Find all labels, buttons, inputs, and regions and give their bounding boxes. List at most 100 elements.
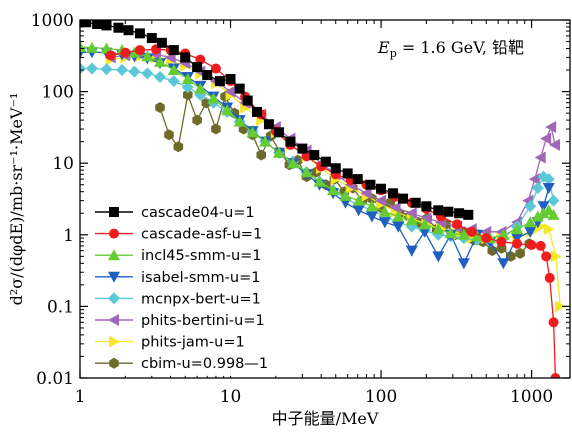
data-point (537, 201, 550, 213)
data-point (202, 70, 213, 81)
data-point (156, 37, 167, 48)
x-tick-label: 1000 (510, 387, 553, 407)
legend: cascade04-u=1 cascade-asf-u=1 incl45-smm-u… (90, 198, 280, 376)
data-point (365, 211, 378, 223)
annotation-subscript: p (390, 47, 397, 60)
data-point (300, 166, 313, 178)
annotation-rest: = 1.6 GeV, 铅靶 (397, 38, 524, 57)
x-axis-title: 中子能量/MeV (272, 409, 379, 428)
data-point (214, 76, 225, 87)
data-point (330, 163, 341, 174)
data-point (173, 141, 184, 153)
data-point (548, 317, 559, 328)
data-point (418, 218, 431, 230)
legend-label: phits-jam-u=1 (141, 335, 245, 351)
data-point (167, 64, 180, 76)
data-point (192, 114, 202, 126)
legend-item: cascade04-u=1 (95, 205, 255, 221)
data-point (194, 82, 207, 94)
annotation-text: Ep = 1.6 GeV, 铅靶 (377, 38, 524, 60)
x-tick-label: 10 (220, 387, 242, 407)
data-point (120, 47, 131, 58)
legend-marker (109, 357, 119, 369)
data-point (540, 132, 552, 145)
data-point (550, 373, 561, 378)
legend-marker (109, 228, 119, 239)
data-point (105, 50, 116, 61)
data-point (81, 20, 92, 28)
data-point (360, 187, 372, 200)
legend-label: isabel-smm-u=1 (141, 270, 260, 286)
data-point (418, 226, 431, 238)
data-point (421, 201, 432, 212)
data-point (547, 208, 560, 220)
data-point (80, 62, 86, 75)
data-point (320, 156, 331, 167)
data-point (511, 238, 522, 249)
legend-marker (108, 314, 119, 326)
data-point (80, 40, 86, 52)
legend-background (90, 198, 280, 376)
data-point (444, 227, 457, 239)
data-point (168, 45, 179, 56)
data-point (183, 89, 193, 101)
data-point (432, 223, 445, 235)
data-point (466, 226, 477, 237)
data-point (128, 46, 141, 58)
data-point (392, 221, 405, 233)
data-point (309, 150, 320, 161)
data-point (210, 63, 221, 74)
data-point (535, 240, 546, 251)
data-point (531, 210, 544, 222)
data-point (339, 189, 352, 201)
data-point (263, 119, 274, 130)
data-point (543, 223, 555, 236)
legend-item: mcnpx-bert-u=1 (95, 291, 261, 307)
legend-label: cascade04-u=1 (141, 205, 255, 221)
data-point (134, 28, 145, 39)
data-point (141, 50, 154, 62)
data-point (515, 247, 525, 259)
legend-label: phits-bertini-u=1 (141, 313, 265, 329)
y-tick-label: 100 (42, 83, 74, 103)
data-point (192, 62, 203, 73)
legend-item: isabel-smm-u=1 (95, 270, 260, 286)
data-point (259, 135, 272, 147)
data-point (432, 251, 445, 263)
data-point (234, 83, 245, 94)
legend-item: cbim-u=0.998—1 (95, 356, 268, 372)
data-point (123, 25, 134, 36)
y-tick-label: 10 (52, 154, 74, 174)
annotation: Ep = 1.6 GeV, 铅靶 (377, 38, 524, 60)
data-point (224, 85, 236, 98)
data-point (313, 175, 326, 187)
data-point (524, 200, 537, 213)
data-point (405, 214, 418, 226)
data-point (531, 182, 544, 195)
data-point (327, 184, 340, 196)
data-point (134, 45, 145, 56)
data-point (92, 20, 103, 29)
data-point (405, 207, 417, 220)
data-point (378, 217, 391, 229)
data-point (274, 127, 285, 138)
data-point (301, 151, 312, 162)
data-point (225, 73, 236, 84)
y-tick-label: 0.01 (36, 369, 74, 389)
y-axis-title: d²σ/(dφdE)/mb·sr⁻¹·MeV⁻¹ (7, 93, 26, 306)
data-point (180, 52, 191, 63)
data-point (181, 72, 194, 84)
data-point (420, 212, 432, 225)
data-point (128, 65, 141, 78)
data-point (555, 300, 567, 313)
data-point (550, 250, 562, 263)
data-point (85, 62, 98, 75)
legend-item: phits-bertini-u=1 (95, 313, 265, 329)
data-point (221, 104, 234, 116)
data-point (528, 173, 540, 186)
data-point (297, 143, 308, 154)
data-point (454, 208, 465, 219)
data-point (155, 101, 165, 113)
data-point (433, 205, 444, 216)
